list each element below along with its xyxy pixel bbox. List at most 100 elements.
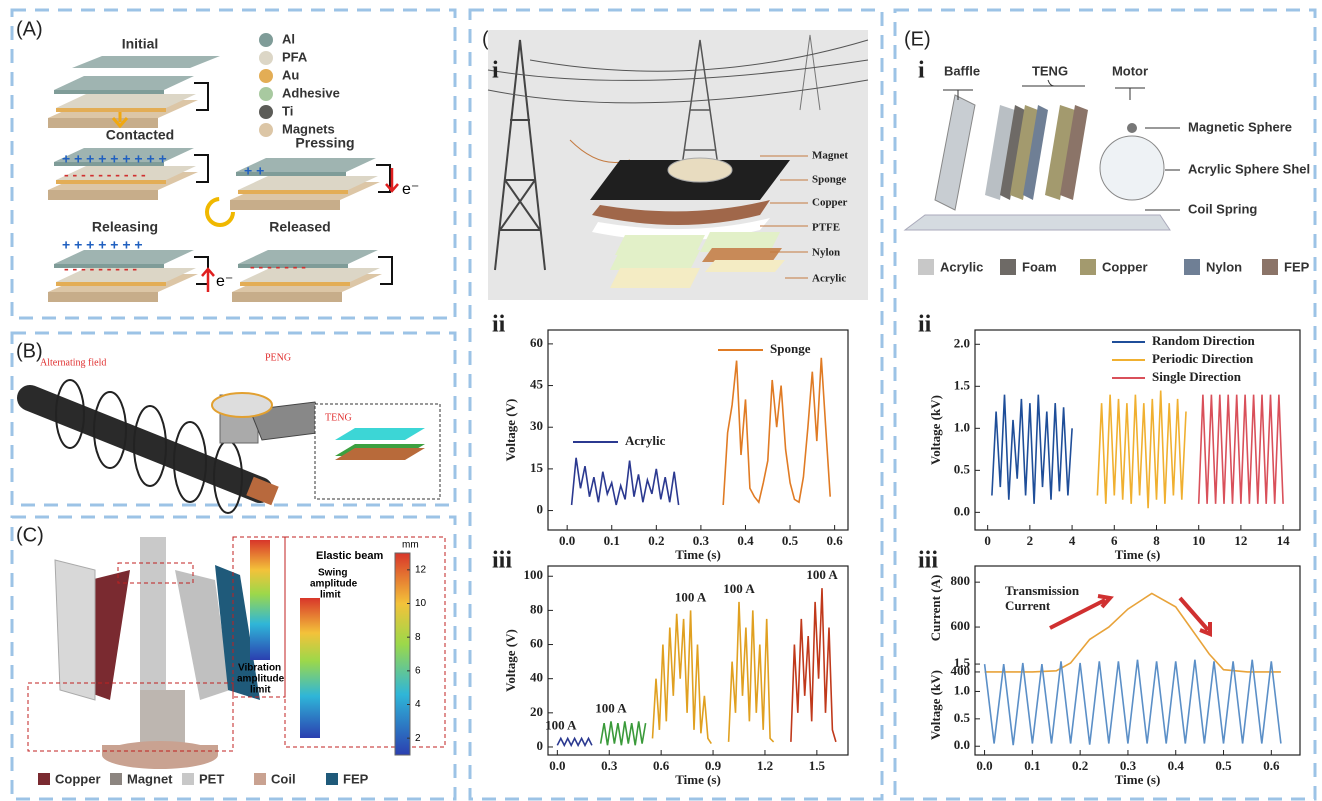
x-tick-label: 0.9 [705, 758, 722, 773]
legend-swatch [1184, 259, 1200, 275]
annotation: Elastic beam [316, 550, 383, 562]
annotation: amplitude [237, 674, 285, 685]
legend: AcrylicFoamCopperNylonFEP [918, 259, 1310, 275]
figure: (A) Initial Contacted Pressing Releasing… [0, 0, 1322, 801]
y-axis-title: Voltage (kV) [928, 670, 943, 740]
x-tick-label: 12 [1234, 533, 1247, 548]
x-tick-label: 0.0 [976, 758, 992, 773]
y-tick-label: 0.0 [954, 503, 970, 518]
x-tick-label: 0.5 [1215, 758, 1232, 773]
y-tick-label: 80 [530, 601, 543, 616]
colorbar-tick-label: 6 [415, 665, 421, 676]
state-label: Pressing [295, 135, 354, 151]
series-label: 100 A [675, 589, 707, 604]
x-tick-label: 0.3 [601, 758, 618, 773]
legend: CopperMagnetPETCoilFEP [38, 771, 369, 786]
annotation: Alternating field [40, 357, 106, 368]
power-line-illustration [488, 30, 868, 300]
y-tick-label: 15 [530, 460, 544, 475]
x-tick-label: 1.5 [809, 758, 826, 773]
legend-swatch [38, 773, 50, 785]
series-line [572, 458, 679, 505]
y-tick-label: 0 [537, 502, 544, 517]
y-tick-label: 800 [951, 573, 971, 588]
electron-label: e⁻ [216, 273, 233, 290]
y-tick-label: 20 [530, 704, 543, 719]
y-tick-label: 1.0 [954, 419, 970, 434]
series-line [601, 721, 646, 745]
subpanel-label: ii [492, 312, 506, 338]
panel-label: (E) [904, 28, 931, 50]
legend-label: Magnet [127, 771, 173, 786]
annotation: Swing [318, 568, 347, 579]
layer-label: Nylon [812, 247, 840, 259]
layer-label: Copper [812, 197, 848, 209]
callout: Acrylic Sphere Shel [1188, 161, 1310, 176]
legend-label: Copper [55, 771, 101, 786]
y-tick-label: 1.5 [954, 377, 971, 392]
state-label: Released [269, 219, 330, 235]
y-tick-label: 60 [530, 636, 543, 651]
state-label: Initial [122, 36, 159, 52]
colorbar-unit: mm [402, 540, 419, 551]
series-line [1199, 395, 1283, 504]
legend-swatch [918, 259, 934, 275]
x-tick-label: 10 [1192, 533, 1205, 548]
legend-swatch [326, 773, 338, 785]
y-tick-label: 0.0 [954, 737, 970, 752]
series-line [992, 395, 1072, 504]
series-label: 100 A [806, 567, 838, 582]
turbine-illustration [28, 537, 445, 769]
legend-label: Copper [1102, 259, 1148, 274]
legend-label: Al [282, 31, 295, 46]
legend-label: Single Direction [1152, 369, 1242, 384]
legend-label: Ti [282, 103, 293, 118]
y2-axis-title: Current (A) [928, 575, 943, 642]
series-label: 100 A [723, 581, 755, 596]
series-line [1097, 391, 1186, 509]
state-label: Releasing [92, 219, 158, 235]
y-tick-label: 100 [524, 567, 544, 582]
legend-label: PFA [282, 49, 308, 64]
legend-label: Random Direction [1152, 333, 1255, 348]
state-label: Contacted [106, 127, 174, 143]
series-line [653, 610, 712, 743]
y-tick-label: 1.0 [954, 682, 970, 697]
subpanel-label: iii [492, 548, 512, 574]
y-tick-label: 600 [951, 618, 971, 633]
legend-label: FEP [1284, 259, 1310, 274]
motor-illustration [905, 80, 1180, 230]
x-tick-label: 0.4 [1168, 758, 1185, 773]
legend-label: FEP [343, 771, 369, 786]
x-tick-label: 0.6 [653, 758, 670, 773]
legend-swatch [259, 69, 273, 83]
y-tick-label: 30 [530, 418, 543, 433]
annotation: Transmission [1005, 583, 1080, 598]
legend-label: Sponge [770, 341, 811, 356]
x-axis-title: Time (s) [675, 547, 721, 562]
x-tick-label: 0.2 [648, 533, 664, 548]
legend-swatch [259, 33, 273, 47]
annotation: Current [1005, 598, 1051, 613]
legend-swatch [259, 51, 273, 65]
x-axis-title: Time (s) [1115, 547, 1161, 562]
x-tick-label: 0.1 [1024, 758, 1040, 773]
y-tick-label: 0.5 [954, 710, 971, 725]
svg-text:- - - - - - - - - -: - - - - - - - - - - [64, 167, 146, 183]
legend-label: Magnets [282, 121, 335, 136]
y-tick-label: 400 [951, 663, 971, 678]
x-tick-label: 6 [1111, 533, 1118, 548]
coil-illustration [30, 380, 440, 513]
colorbar-tick-label: 4 [415, 699, 421, 710]
legend-label: Nylon [1206, 259, 1242, 274]
layer-label: Sponge [812, 174, 846, 186]
series-line [557, 738, 592, 745]
x-tick-label: 0.1 [604, 533, 620, 548]
electron-arrow [386, 168, 398, 191]
x-tick-label: 0.3 [693, 533, 710, 548]
legend-swatch [1262, 259, 1278, 275]
legend-swatch [110, 773, 122, 785]
series-line [723, 358, 830, 505]
colorbar-tick-label: 2 [415, 733, 421, 744]
svg-text:+ + + + + + + + +: + + + + + + + + + [62, 151, 167, 167]
